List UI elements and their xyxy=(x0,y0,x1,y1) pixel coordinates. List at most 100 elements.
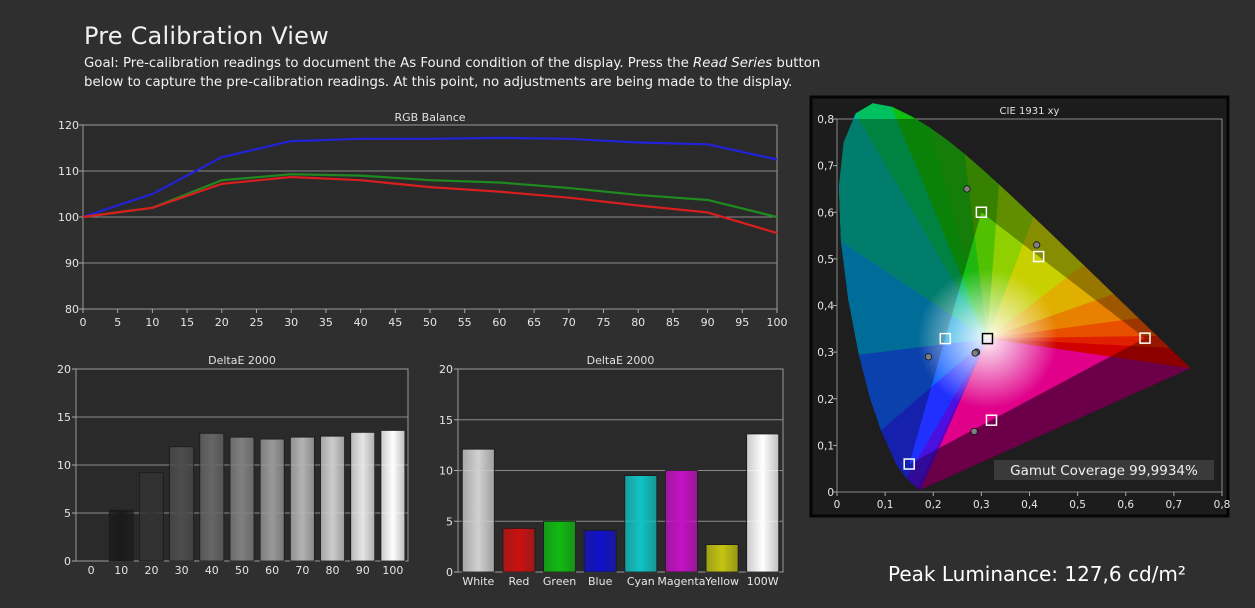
grey-xtick-label: 70 xyxy=(295,564,309,577)
goal-prefix: Goal: Pre-calibration readings to docume… xyxy=(84,56,694,71)
cie-xtick-label: 0,7 xyxy=(1166,499,1183,511)
grey-ytick-label: 0 xyxy=(64,555,71,568)
rgb-xtick-label: 35 xyxy=(319,316,333,329)
grey-xtick-label: 80 xyxy=(326,564,340,577)
rgb-xtick-label: 0 xyxy=(80,316,87,329)
cie-target-square xyxy=(975,206,988,218)
color-ytick-label: 0 xyxy=(446,566,453,579)
grey-xtick-label: 30 xyxy=(175,564,189,577)
grey-bar xyxy=(108,509,134,562)
rgb-xtick-label: 90 xyxy=(701,316,715,329)
cie-ytick-label: 0,4 xyxy=(817,301,834,313)
cie-measured-point xyxy=(963,185,971,193)
grey-ytick-label: 15 xyxy=(57,411,71,424)
page-title: Pre Calibration View xyxy=(84,22,329,50)
rgb-ytick-label: 120 xyxy=(58,119,79,132)
grey-bar xyxy=(259,438,285,562)
cie-measured-point xyxy=(971,349,979,357)
cie-whitepoint-square xyxy=(981,332,994,345)
cie-ytick-label: 0,6 xyxy=(817,207,834,219)
rgb-ytick-label: 90 xyxy=(65,257,79,270)
cie-xtick-label: 0,3 xyxy=(973,499,990,511)
cie-xtick-label: 0,8 xyxy=(1214,499,1231,511)
color-xtick-label: Cyan xyxy=(627,575,655,588)
color-bar xyxy=(583,529,617,573)
grey-bar xyxy=(320,435,345,562)
rgb-xtick-label: 60 xyxy=(492,316,506,329)
grey-ytick-label: 10 xyxy=(57,459,71,472)
color-bar xyxy=(502,527,536,573)
grey-ytick-label: 5 xyxy=(64,507,71,520)
cie-diagram-chart: CIE 1931 xy 0 0,1 0,2 0,3 0,4 0,5 0,6 0,7 0,8 0 0,1… xyxy=(809,95,1231,518)
grey-xtick-label: 10 xyxy=(114,564,128,577)
color-ytick-label: 10 xyxy=(439,465,453,478)
cie-gamut-label: Gamut Coverage 99,9934% xyxy=(1010,463,1198,479)
grey-bar xyxy=(350,431,376,562)
cie-ytick-label: 0,5 xyxy=(817,254,834,266)
rgb-ytick-label: 110 xyxy=(58,165,79,178)
cie-ytick-label: 0 xyxy=(827,487,834,499)
color-bar xyxy=(665,470,698,573)
cie-xtick-label: 0,5 xyxy=(1069,499,1086,511)
grey-xtick-label: 100 xyxy=(382,564,403,577)
color-ytick-label: 5 xyxy=(446,515,453,528)
goal-description: Goal: Pre-calibration readings to docume… xyxy=(84,54,844,92)
color-ytick-label: 15 xyxy=(439,414,453,427)
cie-ytick-label: 0,2 xyxy=(817,394,834,406)
grey-chart-title: DeltaE 2000 xyxy=(208,354,276,367)
cie-measured-point xyxy=(1033,241,1041,249)
cie-ytick-label: 0,8 xyxy=(817,114,834,126)
grey-bar xyxy=(139,472,164,562)
color-xtick-label: Blue xyxy=(588,575,613,588)
grey-bar xyxy=(380,430,406,562)
rgb-xtick-label: 65 xyxy=(527,316,541,329)
goal-suffix: button below to capture the pre-calibrat… xyxy=(84,56,821,90)
cie-target-square xyxy=(903,458,915,470)
color-xtick-label: Magenta xyxy=(657,575,705,588)
rgb-xtick-label: 15 xyxy=(180,316,194,329)
rgb-series-line-1 xyxy=(82,173,778,219)
cie-white-glow xyxy=(917,268,1058,409)
rgb-xtick-label: 70 xyxy=(562,316,576,329)
rgb-xtick-label: 75 xyxy=(597,316,611,329)
grey-xtick-label: 20 xyxy=(144,564,158,577)
rgb-xtick-label: 85 xyxy=(666,316,680,329)
greyscale-deltae-chart: DeltaE 2000 0 5 10 15 20 0 10 20 30 40 50 60 70 80 90 10… xyxy=(57,354,409,577)
rgb-xtick-label: 30 xyxy=(284,316,298,329)
rgb-xtick-label: 80 xyxy=(631,316,645,329)
color-xtick-label: Red xyxy=(508,575,529,588)
rgb-balance-chart: RGB Balance 80 90 100 110 120 0 5 10 15 20 25 30 35 40… xyxy=(58,111,788,329)
rgb-xtick-label: 5 xyxy=(114,316,121,329)
cie-xtick-label: 0,6 xyxy=(1117,499,1134,511)
cie-target-square xyxy=(985,414,998,426)
cie-xtick-label: 0,2 xyxy=(925,499,942,511)
grey-bar xyxy=(229,436,255,562)
rgb-xtick-label: 10 xyxy=(145,316,159,329)
grey-xtick-label: 0 xyxy=(88,564,95,577)
cie-target-square xyxy=(1032,250,1045,263)
rgb-ytick-label: 100 xyxy=(58,211,79,224)
grey-xtick-label: 90 xyxy=(356,564,370,577)
color-chart-title: DeltaE 2000 xyxy=(587,354,655,367)
color-ytick-label: 20 xyxy=(439,363,453,376)
cie-ytick-label: 0,3 xyxy=(817,347,834,359)
color-deltae-chart: DeltaE 2000 0 5 10 15 20 White Red Green Blue Cyan… xyxy=(439,354,784,588)
peak-luminance: Peak Luminance: 127,6 cd/m² xyxy=(888,562,1186,586)
color-bar xyxy=(705,544,739,573)
cie-target-square xyxy=(939,332,952,345)
cie-xtick-label: 0,1 xyxy=(877,499,894,511)
cie-measured-point xyxy=(970,427,978,435)
cie-ytick-label: 0,7 xyxy=(817,161,834,173)
rgb-xtick-label: 40 xyxy=(354,316,368,329)
cie-xtick-label: 0,4 xyxy=(1021,499,1038,511)
cie-horseshoe xyxy=(838,103,1191,490)
cie-ytick-label: 0,1 xyxy=(817,440,834,452)
color-xtick-label: 100W xyxy=(747,575,779,588)
grey-bar xyxy=(289,436,315,562)
rgb-ytick-label: 80 xyxy=(65,303,79,316)
rgb-chart-title: RGB Balance xyxy=(394,111,465,124)
rgb-xtick-label: 50 xyxy=(423,316,437,329)
color-bar xyxy=(624,475,658,573)
rgb-series-line-0 xyxy=(82,136,778,219)
